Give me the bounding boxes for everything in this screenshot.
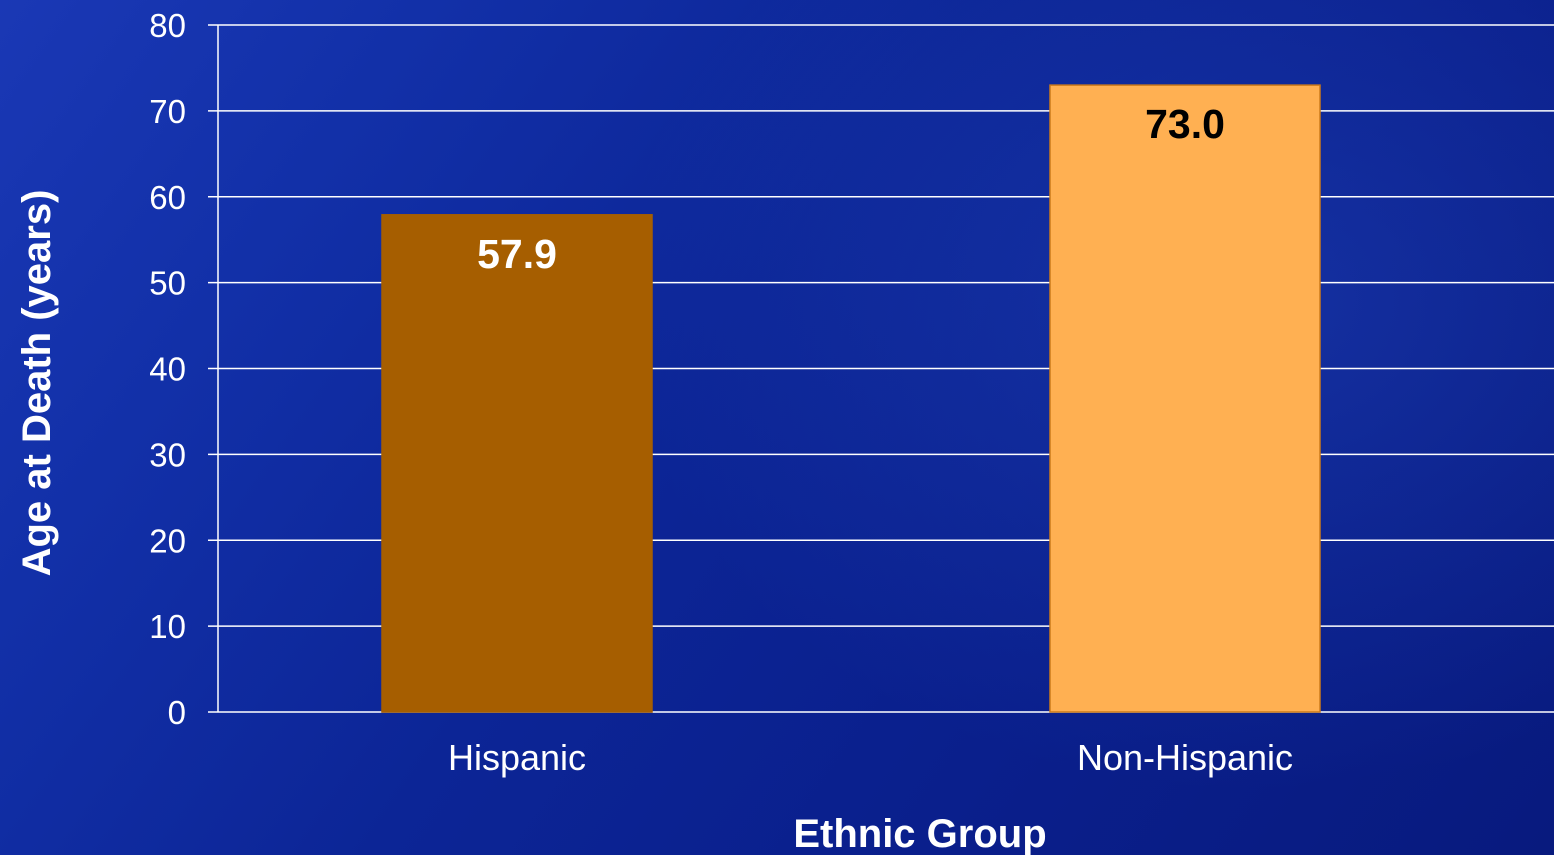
y-tick-label: 50 [149, 265, 186, 302]
bars [381, 84, 1321, 713]
y-tick-label: 30 [149, 436, 186, 473]
data-labels: 57.9 73.0 [477, 101, 1225, 277]
y-tick-label: 60 [149, 179, 186, 216]
x-axis-categories: Hispanic Non-Hispanic [448, 737, 1293, 778]
y-tick-label: 0 [168, 694, 186, 731]
y-tick-label: 80 [149, 7, 186, 44]
data-label: 73.0 [1145, 101, 1225, 147]
bar-hispanic [381, 214, 653, 713]
x-axis-title: Ethnic Group [793, 812, 1046, 855]
y-tick-label: 20 [149, 522, 186, 559]
data-label: 57.9 [477, 231, 557, 277]
y-axis-title: Age at Death (years) [15, 190, 59, 577]
y-axis-ticks: 0 10 20 30 40 50 60 70 80 [149, 7, 186, 731]
y-tick-label: 10 [149, 608, 186, 645]
x-category-label: Hispanic [448, 737, 586, 778]
bar-non-hispanic [1049, 84, 1321, 713]
y-tick-label: 70 [149, 93, 186, 130]
y-tick-label: 40 [149, 351, 186, 388]
x-category-label: Non-Hispanic [1077, 737, 1293, 778]
